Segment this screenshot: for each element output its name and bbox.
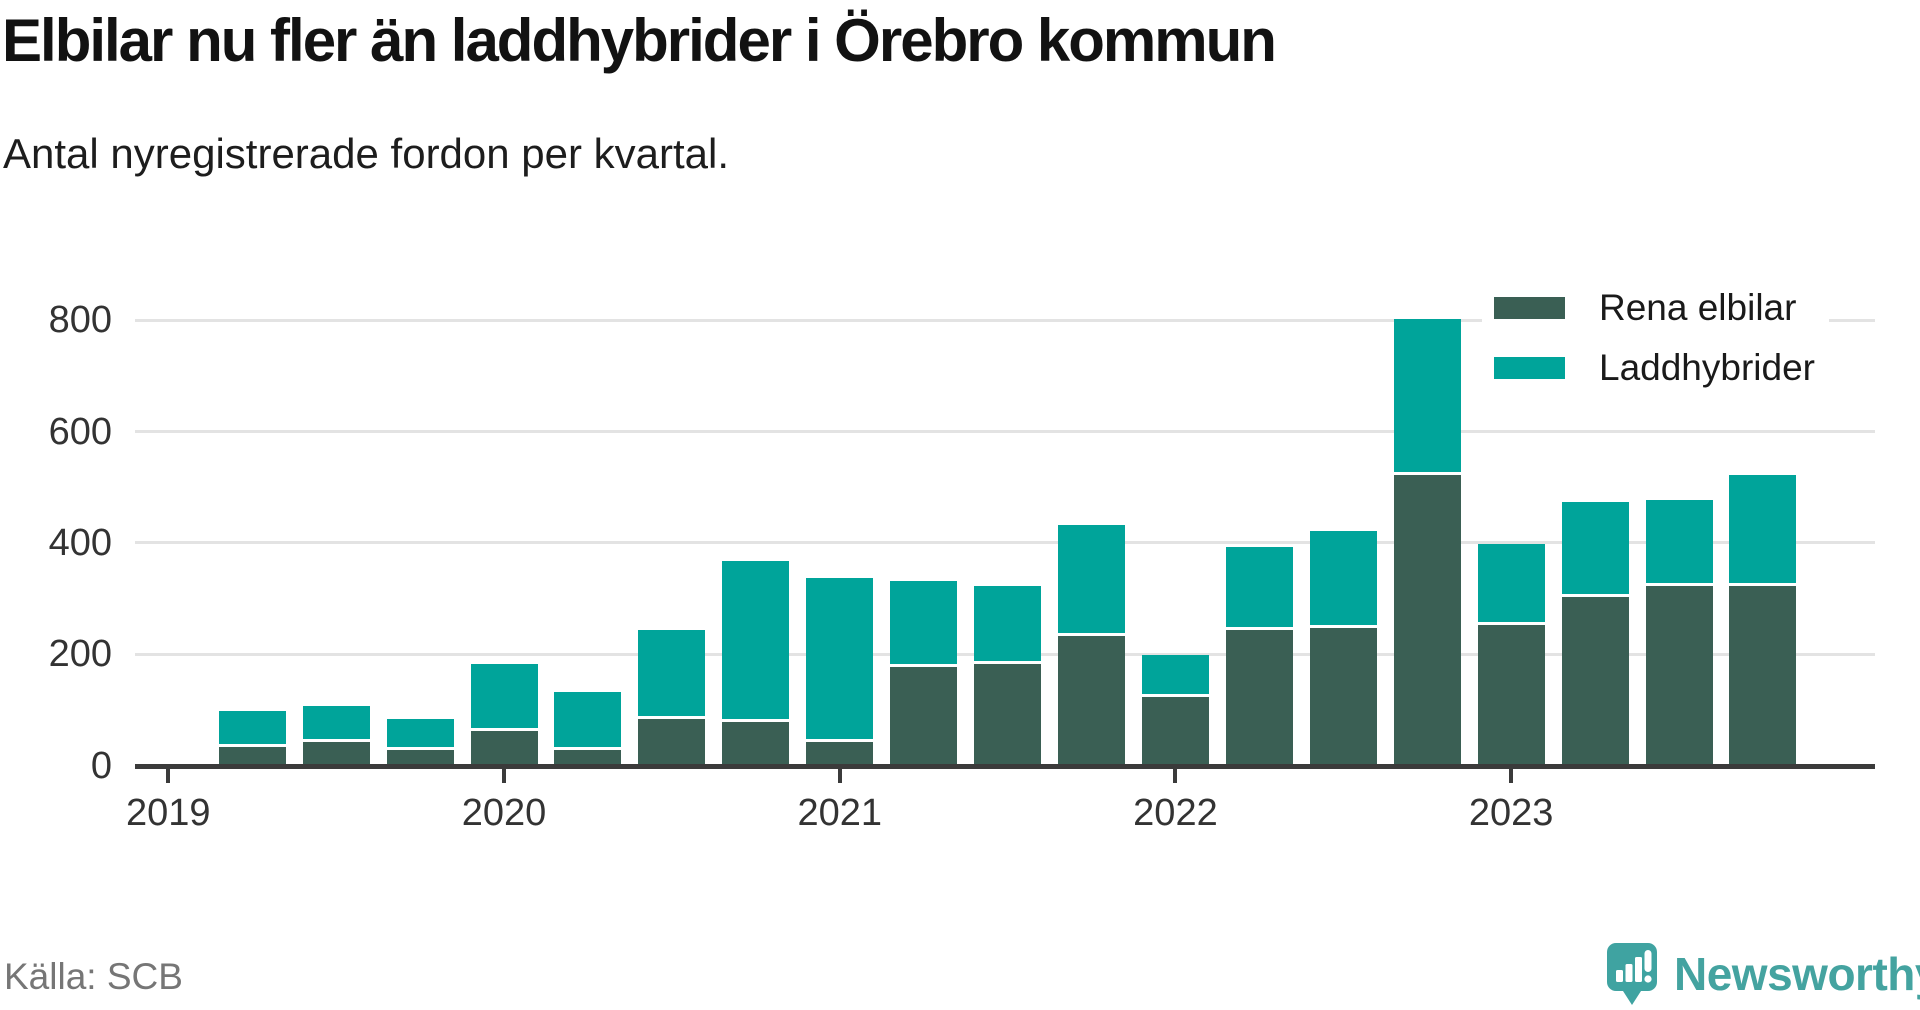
bar-segment-elbilar: [386, 749, 454, 764]
page-subtitle: Antal nyregistrerade fordon per kvartal.: [3, 130, 730, 177]
bar-segment-laddhybrider: [722, 560, 790, 722]
bar-2023-k3: [1645, 499, 1713, 764]
bar-segment-laddhybrider: [1309, 530, 1377, 628]
bar-segment-laddhybrider: [470, 663, 538, 731]
bar-segment-laddhybrider: [890, 580, 958, 667]
bar-segment-elbilar: [1645, 585, 1713, 764]
bar-segment-elbilar: [890, 666, 958, 764]
bar-2021-k4: [1058, 524, 1126, 764]
bar-segment-elbilar: [1729, 585, 1797, 764]
bar-2023-k1: [1477, 543, 1545, 764]
bar-segment-elbilar: [974, 663, 1042, 764]
bar-2022-k3: [1309, 530, 1377, 764]
bar-segment-laddhybrider: [554, 691, 622, 750]
bar-segment-laddhybrider: [1477, 543, 1545, 625]
gridline-y-800: [135, 318, 1875, 322]
x-axis-line: [135, 763, 1875, 769]
gridline-y-600: [135, 430, 1875, 434]
x-tick-label: 2019: [126, 792, 211, 834]
bar-2019-k4: [386, 718, 454, 764]
bar-segment-elbilar: [1561, 596, 1629, 764]
bar-segment-laddhybrider: [1393, 318, 1461, 475]
bar-2022-k1: [1141, 654, 1209, 764]
bar-2019-k3: [302, 705, 370, 764]
bar-segment-elbilar: [218, 746, 286, 764]
x-tick: [502, 768, 507, 783]
bar-segment-elbilar: [722, 721, 790, 764]
y-tick-label: 0: [90, 744, 112, 787]
y-tick-label: 600: [48, 410, 112, 453]
legend-label: Rena elbilar: [1599, 287, 1797, 328]
legend-label: Laddhybrider: [1599, 347, 1815, 388]
bar-segment-elbilar: [1393, 474, 1461, 764]
bar-segment-laddhybrider: [806, 577, 874, 742]
y-tick-label: 400: [48, 521, 112, 564]
bar-2023-k2: [1561, 501, 1629, 764]
x-tick: [166, 768, 171, 783]
gridline-y-400: [135, 541, 1875, 545]
bar-2022-k2: [1225, 546, 1293, 764]
bar-segment-laddhybrider: [1729, 474, 1797, 586]
bar-segment-laddhybrider: [386, 718, 454, 750]
legend-item-elbilar: Rena elbilar: [1494, 288, 1815, 328]
bar-segment-laddhybrider: [1561, 501, 1629, 597]
bar-segment-elbilar: [638, 718, 706, 764]
bar-2020-k1: [470, 663, 538, 764]
bar-segment-laddhybrider: [1225, 546, 1293, 630]
bar-segment-laddhybrider: [218, 710, 286, 747]
bar-segment-elbilar: [554, 749, 622, 764]
x-tick-label: 2021: [797, 792, 882, 834]
bar-segment-elbilar: [1141, 696, 1209, 764]
bar-chart-speech-bubble-icon: [1607, 943, 1657, 1005]
x-tick-label: 2023: [1468, 792, 1554, 834]
x-tick: [837, 768, 842, 783]
legend-item-laddhybrider: Laddhybrider: [1494, 348, 1815, 388]
bar-segment-laddhybrider: [1645, 499, 1713, 586]
bar-2020-k4: [722, 560, 790, 764]
legend-swatch-elbilar: [1494, 297, 1565, 319]
newsworthy-logo: Newsworthy: [1606, 942, 1920, 1006]
bar-segment-elbilar: [1225, 629, 1293, 764]
brand-name: Newsworthy: [1674, 948, 1920, 1000]
source-note: Källa: SCB: [4, 956, 183, 997]
bar-segment-elbilar: [470, 730, 538, 764]
bar-segment-laddhybrider: [1058, 524, 1126, 636]
bar-2020-k2: [554, 691, 622, 764]
bar-2022-k4: [1393, 318, 1461, 764]
chart-legend: Rena elbilar Laddhybrider: [1482, 278, 1829, 402]
page-title: Elbilar nu fler än laddhybrider i Örebro…: [2, 7, 1277, 74]
bar-segment-laddhybrider: [302, 705, 370, 742]
bar-2021-k1: [806, 577, 874, 764]
legend-swatch-laddhybrider: [1494, 357, 1565, 379]
bar-segment-laddhybrider: [638, 629, 706, 719]
bar-2021-k3: [974, 585, 1042, 764]
x-tick: [1509, 768, 1514, 783]
x-tick: [1173, 768, 1178, 783]
bar-2020-k3: [638, 629, 706, 764]
bar-segment-elbilar: [1058, 635, 1126, 764]
x-tick-label: 2022: [1133, 792, 1218, 834]
y-tick-label: 200: [48, 633, 112, 676]
x-tick-label: 2020: [461, 792, 547, 834]
bar-2019-k2: [218, 710, 286, 764]
y-tick-label: 800: [48, 299, 112, 342]
bar-segment-elbilar: [1309, 627, 1377, 764]
bar-segment-elbilar: [302, 741, 370, 764]
bar-segment-elbilar: [1477, 624, 1545, 764]
bar-2021-k2: [890, 580, 958, 764]
bar-segment-elbilar: [806, 741, 874, 764]
bar-2023-k4: [1729, 474, 1797, 764]
bar-segment-laddhybrider: [1141, 654, 1209, 697]
bar-segment-laddhybrider: [974, 585, 1042, 664]
